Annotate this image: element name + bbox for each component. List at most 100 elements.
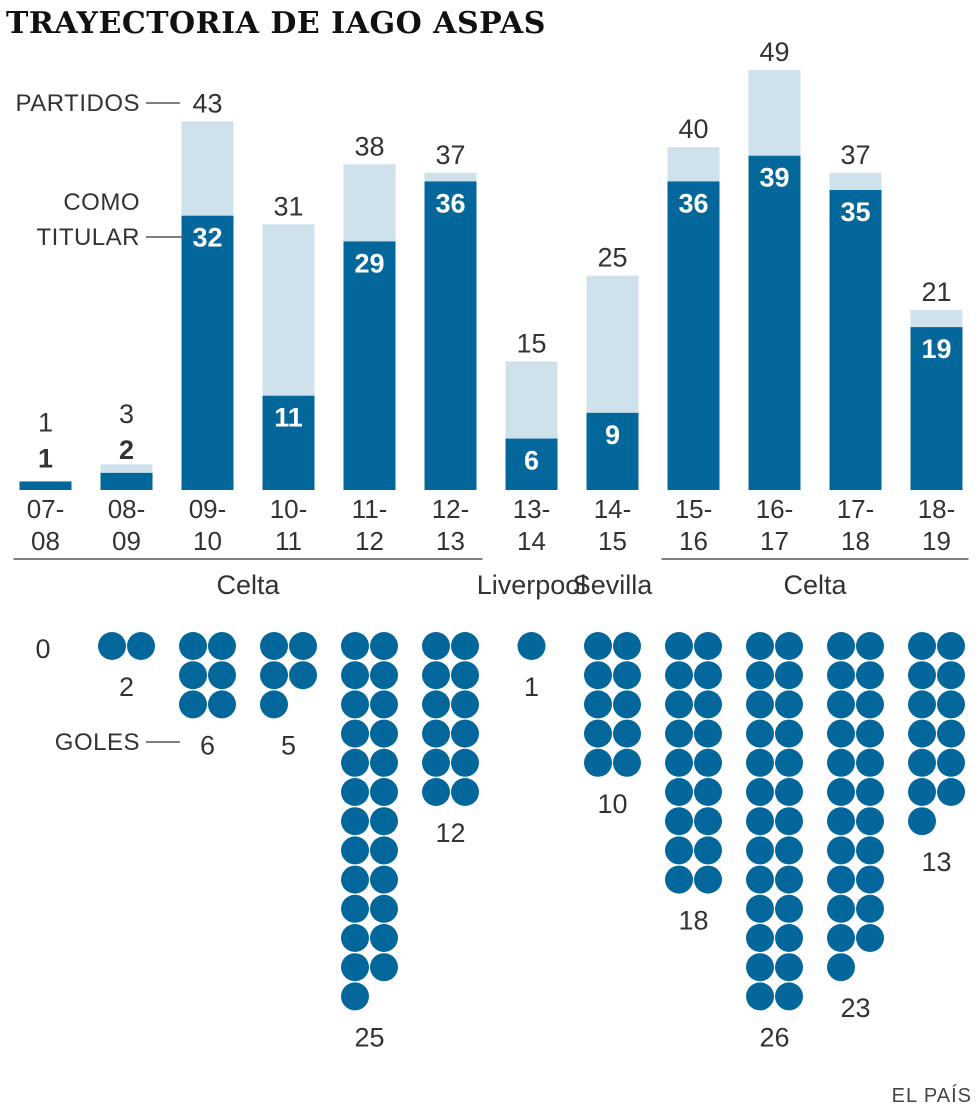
goal-dot-15-16-5 bbox=[665, 690, 693, 719]
partidos-label-13-14: 15 bbox=[516, 328, 546, 358]
goal-dot-17-18-10 bbox=[856, 748, 884, 777]
goal-dot-18-19-11 bbox=[908, 778, 936, 806]
goal-dot-11-12-20 bbox=[370, 894, 398, 923]
goal-dot-16-17-13 bbox=[746, 807, 774, 836]
goal-count-08-09: 2 bbox=[119, 672, 134, 702]
tick-label-18-19-line1: 18- bbox=[918, 494, 956, 524]
goal-dot-16-17-18 bbox=[775, 865, 803, 894]
goal-dot-11-12-18 bbox=[370, 865, 398, 894]
club-label-0: Celta bbox=[216, 570, 280, 600]
titular-label-12-13: 36 bbox=[435, 188, 465, 218]
goal-dot-10-11-4 bbox=[289, 661, 317, 690]
goal-dot-17-18-12 bbox=[856, 778, 884, 806]
goal-dot-17-18-14 bbox=[856, 807, 884, 836]
goal-dot-12-13-3 bbox=[422, 661, 450, 690]
goal-dot-15-16-11 bbox=[665, 778, 693, 806]
goal-dot-16-17-2 bbox=[775, 632, 803, 660]
goal-dot-14-15-7 bbox=[584, 719, 612, 748]
goal-dot-16-17-3 bbox=[746, 661, 774, 690]
goal-dot-09-10-6 bbox=[208, 690, 236, 719]
tick-label-13-14-line2: 14 bbox=[517, 526, 546, 556]
titular-bars bbox=[19, 155, 963, 490]
goal-dot-11-12-5 bbox=[341, 690, 369, 719]
tick-label-17-18-line2: 18 bbox=[841, 526, 870, 556]
goal-dots bbox=[98, 632, 965, 1011]
goal-count-16-17: 26 bbox=[759, 1022, 789, 1052]
goal-dot-18-19-6 bbox=[937, 690, 965, 719]
goal-dot-15-16-8 bbox=[694, 719, 722, 748]
goal-dot-16-17-24 bbox=[775, 953, 803, 982]
titular-label-16-17: 39 bbox=[759, 163, 789, 193]
goal-dot-16-17-9 bbox=[746, 748, 774, 777]
goal-dot-17-18-2 bbox=[856, 632, 884, 660]
titular-bar-08-09 bbox=[100, 472, 153, 490]
goal-dot-16-17-16 bbox=[775, 836, 803, 865]
goal-dot-16-17-10 bbox=[775, 748, 803, 777]
goal-dot-18-19-2 bbox=[937, 632, 965, 660]
club-label-2: Sevilla bbox=[573, 570, 654, 600]
goal-dot-12-13-11 bbox=[422, 778, 450, 806]
goal-dot-08-09-1 bbox=[98, 632, 126, 660]
tick-label-13-14-line1: 13- bbox=[513, 494, 551, 524]
goal-dot-17-18-22 bbox=[856, 924, 884, 952]
goal-dot-18-19-13 bbox=[908, 807, 936, 836]
goal-dot-18-19-5 bbox=[908, 690, 936, 719]
legend-titular-label-line1: COMO bbox=[63, 189, 140, 216]
tick-label-08-09-line1: 08- bbox=[108, 494, 146, 524]
goal-dot-15-16-18 bbox=[694, 865, 722, 894]
goal-dot-11-12-1 bbox=[341, 632, 369, 660]
goal-dot-09-10-3 bbox=[179, 661, 207, 690]
goal-dot-17-18-9 bbox=[827, 748, 855, 777]
titular-label-17-18: 35 bbox=[840, 197, 870, 227]
partidos-label-14-15: 25 bbox=[597, 243, 627, 273]
titular-bar-18-19 bbox=[910, 327, 963, 490]
tick-label-11-12-line1: 11- bbox=[352, 494, 388, 524]
goal-dot-16-17-14 bbox=[775, 807, 803, 836]
goal-dot-11-12-24 bbox=[370, 953, 398, 982]
goal-dot-17-18-17 bbox=[827, 865, 855, 894]
tick-label-12-13-line2: 13 bbox=[436, 526, 465, 556]
tick-label-12-13-line1: 12- bbox=[432, 494, 470, 524]
titular-label-11-12: 29 bbox=[354, 248, 384, 278]
goal-dot-14-15-3 bbox=[584, 661, 612, 690]
goal-dot-11-12-21 bbox=[341, 924, 369, 952]
goal-dot-14-15-5 bbox=[584, 690, 612, 719]
partidos-label-15-16: 40 bbox=[678, 114, 708, 144]
goal-dot-12-13-5 bbox=[422, 690, 450, 719]
goal-dot-10-11-3 bbox=[260, 661, 288, 690]
titular-bar-12-13 bbox=[424, 181, 477, 490]
goal-dot-16-17-6 bbox=[775, 690, 803, 719]
goal-dot-09-10-1 bbox=[179, 632, 207, 660]
goal-dot-11-12-9 bbox=[341, 748, 369, 777]
tick-label-17-18-line1: 17- bbox=[837, 494, 875, 524]
tick-label-11-12-line2: 12 bbox=[355, 526, 384, 556]
tick-label-09-10-line2: 10 bbox=[193, 526, 222, 556]
goal-dot-15-16-7 bbox=[665, 719, 693, 748]
goal-count-14-15: 10 bbox=[597, 789, 627, 819]
tick-label-18-19-line2: 19 bbox=[922, 526, 951, 556]
titular-label-15-16: 36 bbox=[678, 188, 708, 218]
goal-dot-12-13-7 bbox=[422, 719, 450, 748]
goal-dot-16-17-11 bbox=[746, 778, 774, 806]
goal-dot-18-19-10 bbox=[937, 748, 965, 777]
goal-dot-15-16-13 bbox=[665, 807, 693, 836]
goal-dot-10-11-2 bbox=[289, 632, 317, 660]
tick-label-09-10-line1: 09- bbox=[189, 494, 227, 524]
titular-bar-14-15 bbox=[586, 412, 639, 490]
goal-dot-15-16-4 bbox=[694, 661, 722, 690]
chart-title: TRAYECTORIA DE IAGO ASPAS bbox=[6, 6, 546, 41]
titular-label-07-08: 1 bbox=[38, 443, 53, 473]
club-label-1: Liverpool bbox=[477, 570, 587, 600]
goal-count-09-10: 6 bbox=[200, 730, 215, 760]
goal-dot-15-16-14 bbox=[694, 807, 722, 836]
partidos-labels: 1 3 43 31 38 37 15 25 40 49 37 21 bbox=[38, 37, 952, 437]
partidos-label-07-08: 1 bbox=[38, 407, 53, 437]
tick-label-10-11-line2: 11 bbox=[275, 526, 302, 556]
titular-label-13-14: 6 bbox=[524, 446, 539, 476]
goal-dot-11-12-15 bbox=[341, 836, 369, 865]
goal-dot-15-16-16 bbox=[694, 836, 722, 865]
goal-dot-12-13-8 bbox=[451, 719, 479, 748]
goal-dot-11-12-22 bbox=[370, 924, 398, 952]
